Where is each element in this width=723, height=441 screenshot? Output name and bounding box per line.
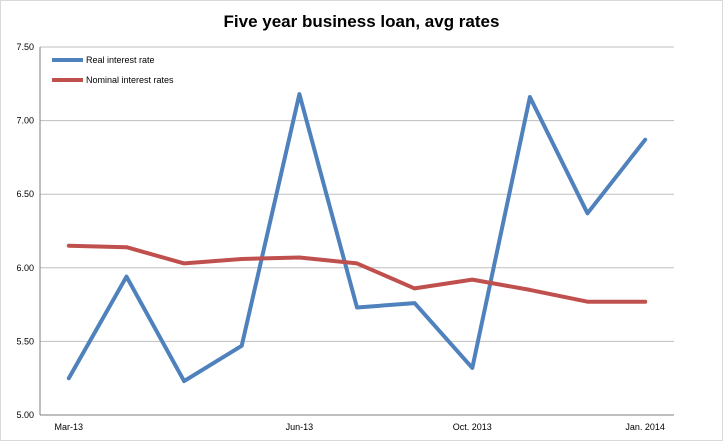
y-tick-label: 6.00: [16, 263, 34, 273]
legend-label: Nominal interest rates: [86, 75, 174, 85]
x-tick-label: Jan. 2014: [625, 422, 665, 432]
y-tick-label: 5.00: [16, 410, 34, 420]
y-tick-label: 6.50: [16, 189, 34, 199]
series-line-1: [66, 92, 648, 384]
x-tick-label: Mar-13: [55, 422, 84, 432]
y-tick-label: 5.50: [16, 336, 34, 346]
legend-label: Real interest rate: [86, 55, 155, 65]
axes: [39, 47, 674, 416]
x-tick-label: Oct. 2013: [453, 422, 492, 432]
series-line-2: [66, 243, 648, 304]
chart-title: Five year business loan, avg rates: [223, 12, 500, 31]
series-lines: [66, 92, 648, 384]
legend: Real interest rate Nominal interest rates: [52, 55, 174, 85]
y-tick-label: 7.50: [16, 42, 34, 52]
grid-lines: [40, 46, 674, 342]
x-tick-label: Jun-13: [286, 422, 314, 432]
y-axis-tick-labels: 5.00 5.50 6.00 6.50 7.00 7.50: [16, 42, 34, 420]
x-axis-tick-labels: Mar-13 Jun-13 Oct. 2013 Jan. 2014: [55, 422, 665, 432]
y-tick-label: 7.00: [16, 116, 34, 126]
